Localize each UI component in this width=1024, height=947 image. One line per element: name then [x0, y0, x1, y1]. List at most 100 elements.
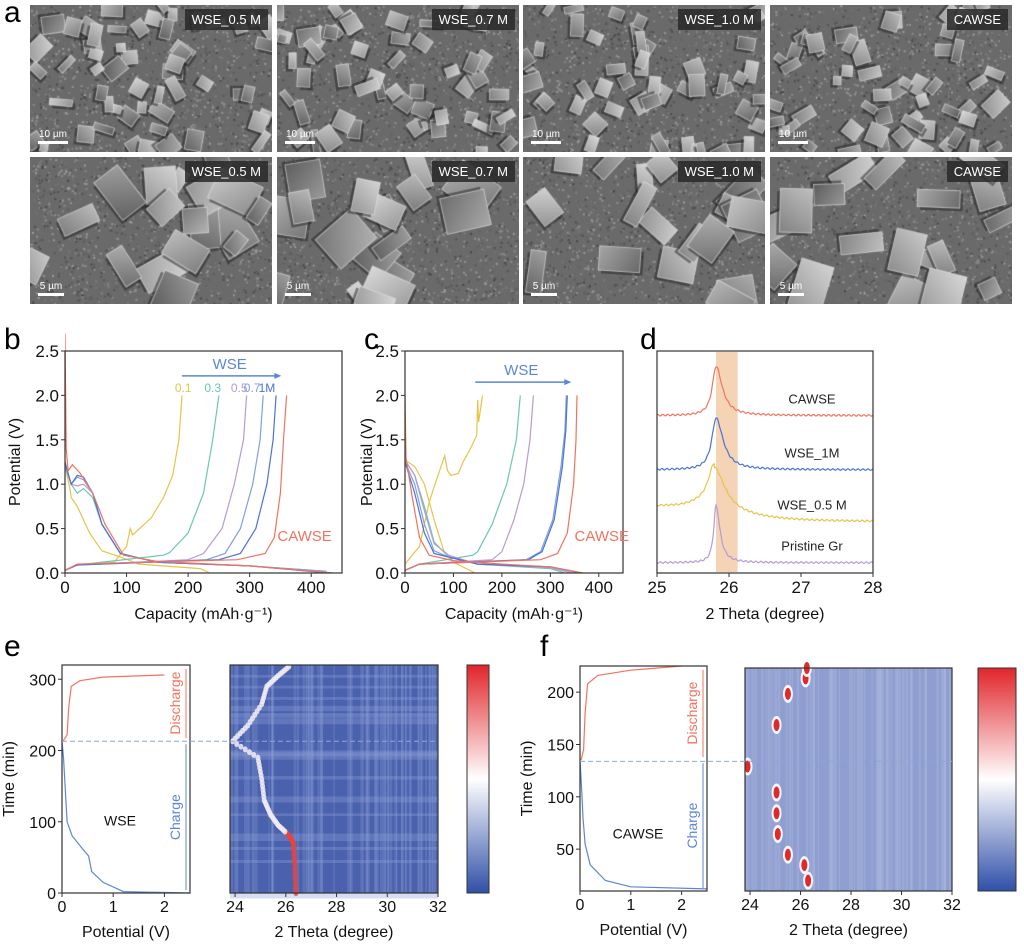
arrow-head-icon: [564, 379, 572, 386]
heatmap-stripe: [838, 668, 841, 891]
x-tick-label: 0: [400, 578, 409, 597]
heatmap-stripe: [305, 665, 308, 893]
colorbar: [977, 667, 1017, 892]
heatmap-band: [230, 697, 438, 700]
diffraction-peak: [292, 875, 298, 882]
heatmap-stripe: [910, 668, 913, 891]
heatmap-stripe: [387, 665, 390, 893]
heatmap-stripe: [417, 665, 420, 893]
heatmap-stripe: [788, 668, 792, 891]
heatmap-stripe: [349, 665, 352, 893]
series-line-1M: [65, 395, 329, 573]
heatmap-stripe: [428, 665, 432, 893]
y-tick-label: 100: [29, 815, 56, 832]
x-tick-label: 28: [864, 578, 883, 597]
x-tick-label: 400: [585, 578, 613, 597]
y-tick-label: 200: [547, 685, 574, 702]
scale-bar: 10 µm: [778, 129, 808, 144]
heatmap-stripe: [832, 668, 834, 891]
sample-label: WSE_0.5 M: [184, 9, 268, 30]
diffraction-peak: [255, 754, 261, 761]
panel-label-d: d: [640, 323, 657, 356]
scale-bar-line: [531, 293, 557, 296]
heatmap-band: [230, 718, 438, 725]
heatmap-stripe: [895, 668, 898, 891]
heatmap-stripe: [374, 665, 378, 893]
diffraction-peak: [801, 859, 808, 872]
heatmap-stripe: [812, 668, 816, 891]
xrd-pattern-WSE_1M: [656, 417, 874, 471]
heatmap-stripe: [860, 668, 863, 891]
x-tick-label: 28: [842, 897, 860, 914]
x-tick-label: 27: [792, 578, 811, 597]
heatmap-stripe: [944, 668, 947, 891]
heatmap-stripe: [881, 668, 884, 891]
heatmap-stripe: [417, 665, 419, 893]
heatmap-stripe: [271, 665, 274, 893]
heatmap-stripe: [400, 665, 404, 893]
heatmap-band: [230, 750, 438, 756]
scale-bar-label: 10 µm: [286, 129, 314, 140]
heatmap-stripe: [308, 665, 310, 893]
x-tick-label: 1: [109, 899, 118, 916]
panel-f-chart: 0 1 2 50 100 150 200 Potential (V) Time (min) Dis…: [519, 665, 708, 939]
heatmap-stripe: [833, 668, 836, 891]
heatmap-stripe: [431, 665, 434, 893]
scale-bar-label: 5 µm: [532, 281, 556, 292]
y-tick-label: 1.5: [375, 431, 399, 450]
x-axis-label: Capacity (mAh·g⁻¹): [445, 606, 583, 623]
heatmap-stripe: [943, 668, 946, 891]
heatmap-stripe: [924, 668, 927, 891]
heatmap-stripe: [774, 668, 778, 891]
scale-bar-line: [531, 141, 561, 144]
y-tick-label: 300: [29, 672, 56, 689]
scale-bar-line: [285, 141, 315, 144]
heatmap-stripe: [404, 665, 408, 893]
panel-label-e: e: [4, 630, 21, 663]
scale-bar-label: 5 µm: [779, 281, 803, 292]
heatmap-band: [230, 674, 438, 678]
heatmap-band: [230, 846, 438, 850]
heatmap-stripe: [746, 668, 750, 891]
charge-curve: [61, 741, 191, 894]
diffraction-peak: [784, 848, 791, 861]
heatmap-stripe: [431, 665, 435, 893]
concentration-label: 0.5: [231, 381, 248, 395]
scale-bar-label: 10 µm: [39, 129, 67, 140]
heatmap-stripe: [380, 665, 383, 893]
scale-bar-label: 5 µm: [39, 281, 63, 292]
heatmap-stripe: [244, 665, 247, 893]
heatmap-stripe: [777, 668, 781, 891]
heatmap-background: [230, 665, 438, 893]
heatmap-stripe: [767, 668, 769, 891]
heatmap-stripe: [255, 665, 258, 893]
charge-label: Charge: [684, 802, 700, 848]
panel-d-chart: CAWSE WSE_1M WSE_0.5 M Pristine Gr 25 26 27 28 2…: [648, 350, 883, 623]
heatmap-stripe: [401, 665, 404, 893]
heatmap-stripe: [404, 665, 407, 893]
heatmap-band: [230, 685, 438, 689]
heatmap-stripe: [333, 665, 335, 893]
heatmap-stripe: [383, 665, 386, 893]
heatmap-stripe: [829, 668, 832, 891]
heatmap-stripe: [347, 665, 350, 893]
heatmap-stripe: [389, 665, 393, 893]
heatmap-stripe: [830, 668, 833, 891]
x-tick-label: 300: [536, 578, 564, 597]
y-tick-label: 1.0: [35, 475, 59, 494]
scale-bar-label: 10 µm: [779, 129, 807, 140]
heatmap-stripe: [387, 665, 390, 893]
diffraction-peak: [292, 866, 298, 873]
x-tick-label: 26: [720, 578, 739, 597]
sem-image: WSE_0.5 M 10 µm: [30, 5, 272, 152]
series-label: WSE_1M: [785, 446, 840, 461]
heatmap-stripe: [409, 665, 412, 893]
plot-frame: [579, 665, 708, 892]
y-tick-label: 50: [556, 842, 574, 859]
scale-bar-line: [38, 293, 64, 296]
x-tick-label: 24: [741, 897, 759, 914]
heatmap-stripe: [902, 668, 905, 891]
scale-bar: 10 µm: [531, 129, 561, 144]
heatmap-stripe: [306, 665, 310, 893]
heatmap-stripe: [320, 665, 323, 893]
